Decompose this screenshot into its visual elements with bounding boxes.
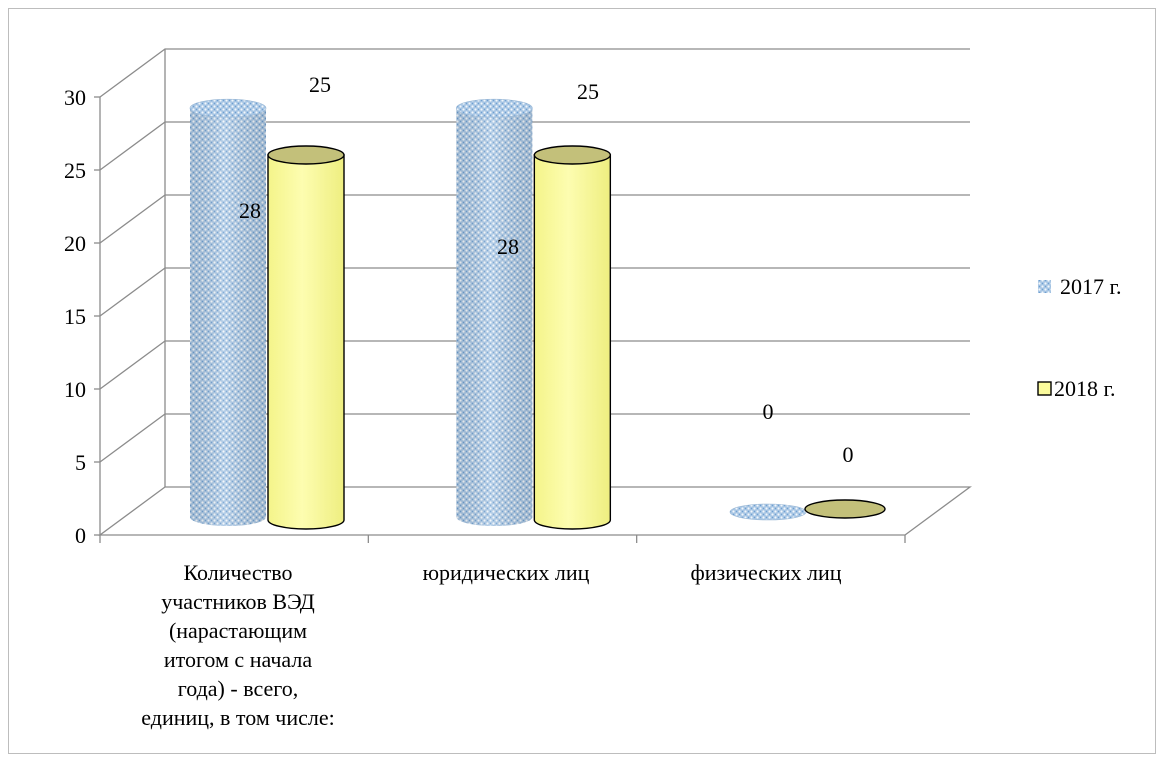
y-tick-label: 5 (75, 450, 86, 475)
bars (189, 98, 886, 530)
cylinder-shading (456, 108, 533, 526)
data-labels: 28 28 0 25 25 0 (239, 72, 854, 467)
y-tick-label: 15 (64, 304, 86, 329)
cylinder-body (267, 154, 345, 530)
category-label-3: физических лиц (690, 560, 841, 585)
category-label-line: единиц, в том числе: (141, 705, 334, 730)
bar-2018-cat2 (533, 145, 612, 530)
category-label-line: (нарастающим (169, 618, 307, 643)
category-label-line: участников ВЭД (161, 589, 315, 614)
legend: 2017 г. 2018 г. (1037, 274, 1122, 401)
gridline (99, 48, 970, 98)
cylinder-top (456, 98, 533, 118)
category-labels: Количество участников ВЭД (нарастающим итог… (141, 560, 842, 730)
legend-item-2017: 2017 г. (1038, 274, 1122, 299)
cylinder-top (729, 503, 807, 521)
y-tick-label: 10 (64, 377, 86, 402)
category-label-line: итогом с начала (164, 647, 312, 672)
category-label-2: юридических лиц (423, 560, 590, 585)
cylinder-top (804, 499, 886, 519)
cylinder-top (189, 98, 267, 118)
gridline (99, 267, 970, 317)
bar-2017-cat3 (729, 503, 807, 521)
bar-2018-cat3 (804, 499, 886, 519)
category-label-line: Количество (183, 560, 292, 585)
gridline (99, 413, 970, 463)
cylinder-top (267, 145, 345, 165)
y-axis-tick-labels: 0 5 10 15 20 25 30 (64, 85, 86, 548)
gridline (99, 194, 970, 244)
cylinder-shading (190, 108, 266, 526)
y-tick-label: 20 (64, 231, 86, 256)
data-label-2018-cat3: 0 (843, 442, 854, 467)
data-label-2017-cat3: 0 (763, 399, 774, 424)
cylinder-body (533, 154, 612, 530)
category-label-line: года) - всего, (178, 676, 298, 701)
category-label-line: физических лиц (690, 560, 841, 585)
data-label-2018-cat1: 25 (309, 72, 331, 97)
gridlines (94, 48, 970, 536)
legend-label-2018: 2018 г. (1054, 376, 1116, 401)
bar-2018-cat1 (267, 145, 345, 530)
bar-2017-cat1 (189, 98, 267, 526)
data-label-2018-cat2: 25 (577, 79, 599, 104)
data-label-2017-cat2: 28 (497, 234, 519, 259)
gridline (99, 121, 970, 171)
y-tick-label: 30 (64, 85, 86, 110)
y-tick-label: 25 (64, 158, 86, 183)
cylinder-top (533, 145, 612, 165)
bar-2017-cat2 (456, 98, 533, 526)
legend-label-2017: 2017 г. (1060, 274, 1122, 299)
category-label-1: Количество участников ВЭД (нарастающим итог… (141, 560, 334, 730)
gridline (99, 340, 970, 390)
category-label-line: юридических лиц (423, 560, 590, 585)
legend-item-2018: 2018 г. (1037, 376, 1116, 401)
legend-swatch-2017 (1038, 280, 1051, 293)
data-label-2017-cat1: 28 (239, 198, 261, 223)
legend-swatch-2018 (1037, 381, 1052, 396)
y-tick-label: 0 (75, 523, 86, 548)
